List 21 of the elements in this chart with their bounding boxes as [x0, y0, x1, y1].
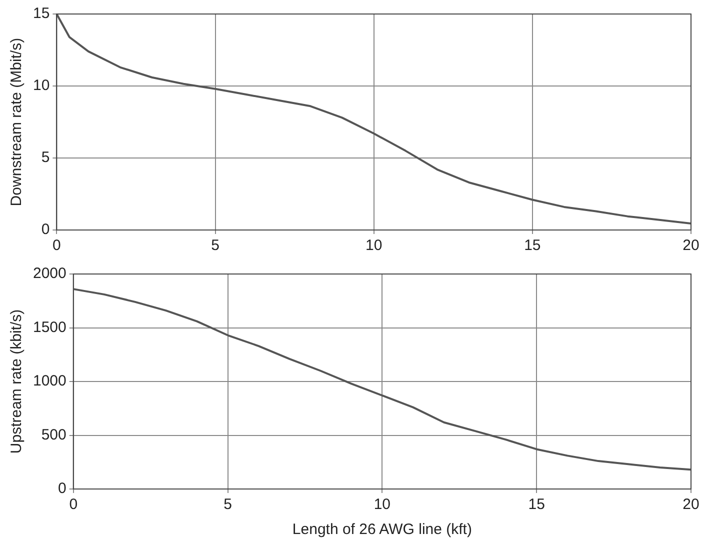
- x-tick-label: 15: [528, 496, 545, 514]
- y-tick-label: 10: [32, 77, 50, 94]
- y-tick-label: 0: [41, 221, 50, 238]
- y-axis-title: Downstream rate (Mbit/s): [8, 38, 26, 206]
- y-tick-label: 500: [41, 426, 66, 444]
- y-tick-label: 2000: [32, 265, 66, 282]
- y-tick-label: 5: [41, 149, 50, 166]
- x-tick-label: 20: [682, 237, 700, 254]
- y-axis-title: Upstream rate (kbit/s): [8, 309, 26, 454]
- x-tick-label: 15: [524, 237, 541, 254]
- x-axis-title: Length of 26 AWG line (kft): [292, 521, 472, 538]
- x-tick-label: 10: [366, 237, 382, 254]
- y-tick-label: 1500: [32, 318, 66, 336]
- x-tick-label: 5: [211, 237, 220, 254]
- y-tick-label: 0: [58, 480, 66, 498]
- x-tick-label: 0: [69, 496, 78, 514]
- y-tick-label: 15: [32, 5, 50, 22]
- x-tick-label: 5: [224, 496, 232, 514]
- y-tick-label: 1000: [32, 372, 66, 390]
- x-tick-label: 10: [374, 496, 391, 514]
- x-tick-label: 20: [682, 496, 700, 514]
